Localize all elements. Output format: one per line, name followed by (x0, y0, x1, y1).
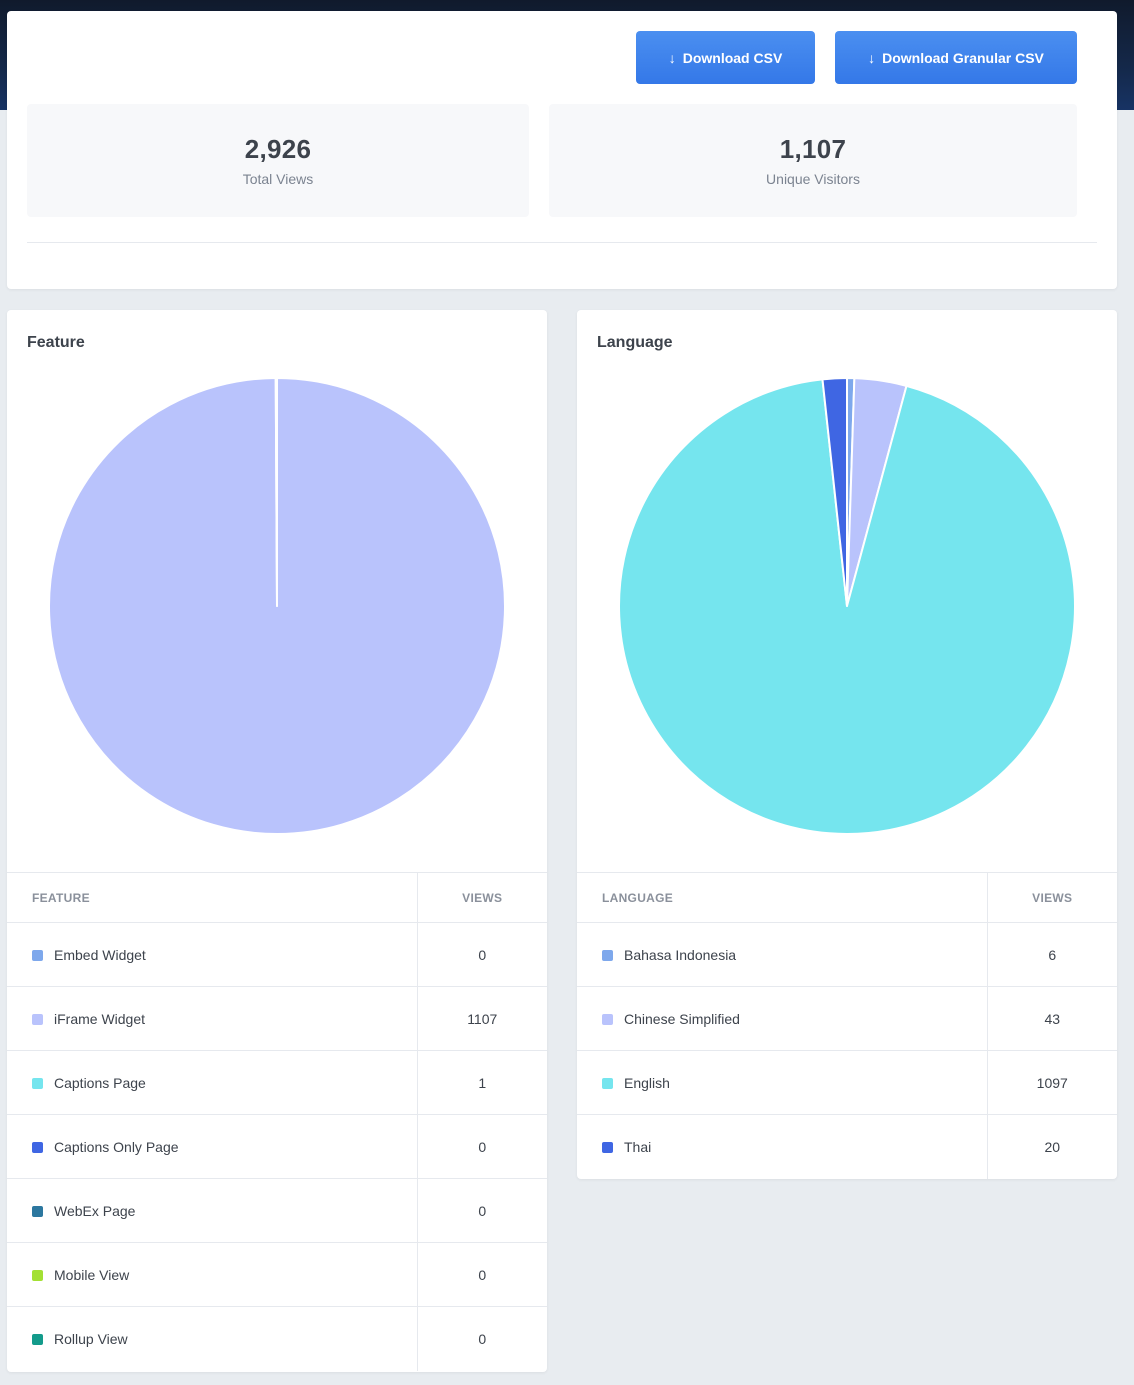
legend-swatch-icon (32, 1205, 43, 1217)
download-granular-csv-label: Download Granular CSV (882, 49, 1044, 66)
row-label-cell: Embed Widget (7, 922, 417, 987)
legend-swatch-icon (32, 1077, 43, 1089)
row-label-cell: Mobile View (7, 1242, 417, 1307)
row-label: English (624, 1074, 670, 1091)
unique-visitors-stat: 1,107 Unique Visitors (549, 104, 1077, 217)
table-row: Thai 20 (577, 1114, 1117, 1179)
table-row: iFrame Widget 1107 (7, 986, 547, 1051)
pie-slice-thai[interactable] (821, 377, 848, 607)
row-label: WebEx Page (54, 1202, 136, 1219)
views-column-header: Views (986, 872, 1117, 923)
table-row: Captions Page 1 (7, 1050, 547, 1115)
language-column-header: Language (577, 872, 987, 923)
row-label-cell: Captions Page (7, 1050, 417, 1115)
feature-table: Feature Views Embed Widget 0 iFrame Widget… (7, 872, 547, 1371)
views-column-header: Views (416, 872, 547, 923)
row-label: Rollup View (54, 1330, 128, 1347)
unique-visitors-value: 1,107 (779, 134, 847, 164)
row-label-cell: Thai (577, 1114, 987, 1179)
row-label: iFrame Widget (54, 1010, 146, 1027)
legend-swatch-icon (602, 1141, 613, 1153)
row-views: 0 (416, 1114, 547, 1179)
arrow-down-icon: ↓ (868, 49, 876, 66)
row-label-cell: Captions Only Page (7, 1114, 417, 1179)
row-label: Embed Widget (54, 946, 146, 963)
download-csv-button[interactable]: ↓ Download CSV (636, 31, 815, 84)
row-label-cell: iFrame Widget (7, 986, 417, 1051)
table-row: WebEx Page 0 (7, 1178, 547, 1243)
legend-swatch-icon (32, 1141, 43, 1153)
table-row: English 1097 (577, 1050, 1117, 1115)
download-csv-label: Download CSV (682, 49, 783, 66)
row-label-cell: Chinese Simplified (577, 986, 987, 1051)
row-label-cell: Bahasa Indonesia (577, 922, 987, 987)
language-panel-title: Language (597, 334, 673, 351)
total-views-label: Total Views (242, 171, 314, 187)
row-label: Bahasa Indonesia (624, 946, 737, 963)
row-views: 6 (986, 922, 1117, 987)
table-row: Bahasa Indonesia 6 (577, 922, 1117, 987)
feature-panel: Feature Feature Views Embed Widget 0 iFram… (7, 310, 547, 1372)
row-label-cell: English (577, 1050, 987, 1115)
legend-swatch-icon (32, 949, 43, 961)
feature-table-header: Feature Views (7, 872, 547, 923)
row-views: 1107 (416, 986, 547, 1051)
legend-swatch-icon (602, 1077, 613, 1089)
row-label-cell: WebEx Page (7, 1178, 417, 1243)
legend-swatch-icon (32, 1269, 43, 1281)
language-table: Language Views Bahasa Indonesia 6 Chinese … (577, 872, 1117, 1179)
row-label: Chinese Simplified (624, 1010, 740, 1027)
row-views: 0 (416, 1306, 547, 1371)
row-views: 1 (416, 1050, 547, 1115)
language-panel: Language Language Views Bahasa Indonesia… (577, 310, 1117, 1179)
legend-swatch-icon (602, 1013, 613, 1025)
row-label: Thai (624, 1138, 652, 1155)
row-views: 43 (986, 986, 1117, 1051)
download-granular-csv-button[interactable]: ↓ Download Granular CSV (835, 31, 1077, 84)
row-views: 0 (416, 922, 547, 987)
feature-column-header: Feature (7, 872, 417, 923)
summary-card: ↓ Download CSV ↓ Download Granular CSV 2… (7, 11, 1117, 289)
row-label: Captions Page (54, 1074, 146, 1091)
row-views: 20 (986, 1114, 1117, 1179)
total-views-stat: 2,926 Total Views (27, 104, 529, 217)
arrow-down-icon: ↓ (668, 49, 676, 66)
table-row: Rollup View 0 (7, 1306, 547, 1371)
unique-visitors-label: Unique Visitors (766, 171, 860, 187)
pie-slice-captions-page[interactable] (274, 377, 278, 607)
feature-pie-chart (48, 377, 506, 835)
row-label-cell: Rollup View (7, 1306, 417, 1371)
legend-swatch-icon (32, 1333, 43, 1345)
row-views: 0 (416, 1178, 547, 1243)
legend-swatch-icon (602, 949, 613, 961)
row-views: 1097 (986, 1050, 1117, 1115)
row-label: Mobile View (54, 1266, 130, 1283)
row-views: 0 (416, 1242, 547, 1307)
table-row: Mobile View 0 (7, 1242, 547, 1307)
table-row: Captions Only Page 0 (7, 1114, 547, 1179)
legend-swatch-icon (32, 1013, 43, 1025)
summary-divider (27, 242, 1097, 243)
feature-panel-title: Feature (27, 334, 85, 351)
language-pie-chart (618, 377, 1076, 835)
total-views-value: 2,926 (244, 134, 312, 164)
language-table-header: Language Views (577, 872, 1117, 923)
row-label: Captions Only Page (54, 1138, 179, 1155)
table-row: Chinese Simplified 43 (577, 986, 1117, 1051)
table-row: Embed Widget 0 (7, 922, 547, 987)
